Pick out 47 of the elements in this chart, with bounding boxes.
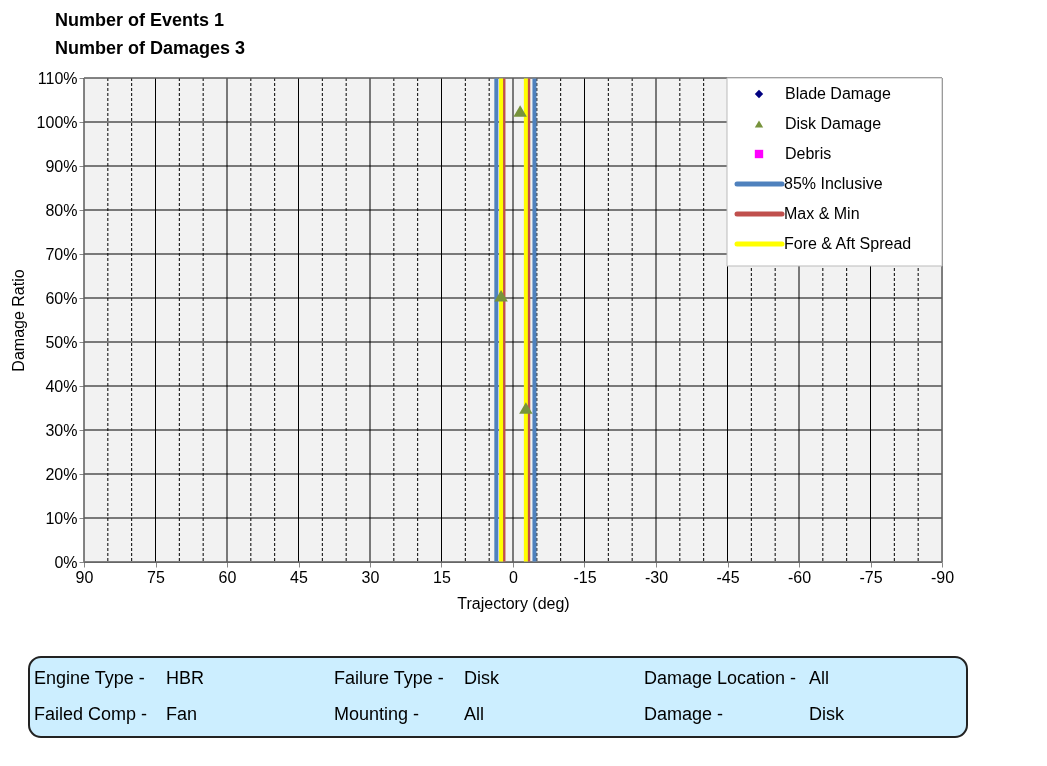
x-tick-label: -15 xyxy=(573,568,597,586)
text: Damage - xyxy=(644,704,724,724)
legend-label: Debris xyxy=(785,145,832,162)
x-tick-label: -90 xyxy=(930,568,955,586)
y-tick-label: 80% xyxy=(45,201,78,219)
x-tick-label: -60 xyxy=(787,568,812,586)
legend-label: Disk Damage xyxy=(785,115,882,132)
text: All xyxy=(809,668,830,688)
x-tick-label: -45 xyxy=(716,568,740,586)
y-tick-label: 60% xyxy=(45,289,78,307)
y-tick-label: 110% xyxy=(37,69,78,87)
x-tick-label: -75 xyxy=(859,568,883,586)
x-tick-label: -30 xyxy=(644,568,669,586)
text: Engine Type - xyxy=(34,668,145,688)
legend-label: Blade Damage xyxy=(785,85,891,102)
x-tick-label: 75 xyxy=(147,568,165,586)
x-tick-label: 15 xyxy=(433,568,451,586)
text: Damage Location - xyxy=(644,668,797,688)
y-tick-label: 20% xyxy=(45,465,78,483)
text: Failed Comp - xyxy=(34,704,148,724)
legend-label: Max & Min xyxy=(784,205,860,222)
x-tick-label: 45 xyxy=(290,568,308,586)
legend-label: Fore & Aft Spread xyxy=(784,235,912,252)
text: Disk xyxy=(464,668,500,688)
x-tick-label: 30 xyxy=(361,568,380,586)
x-tick-label: 60 xyxy=(218,568,237,586)
y-axis-title: Damage Ratio xyxy=(9,269,27,372)
chart-title: Number of Events 1 xyxy=(55,10,225,30)
chart-subtitle: Number of Damages 3 xyxy=(55,38,246,58)
text: All xyxy=(464,704,485,724)
y-tick-label: 40% xyxy=(45,377,78,395)
y-tick-label: 0% xyxy=(54,553,78,571)
x-axis-title: Trajectory (deg) xyxy=(457,594,570,612)
y-tick-label: 50% xyxy=(45,333,78,351)
text: HBR xyxy=(166,668,205,688)
y-tick-label: 100% xyxy=(36,113,78,131)
text: Mounting - xyxy=(334,704,420,724)
y-tick-label: 90% xyxy=(45,157,78,175)
text: Fan xyxy=(166,704,198,724)
y-tick-label: 30% xyxy=(45,421,78,439)
y-tick-label: 10% xyxy=(45,509,78,527)
x-tick-label: 0 xyxy=(509,568,519,586)
text: Failure Type - xyxy=(334,668,444,688)
y-tick-label: 70% xyxy=(45,245,78,263)
text: Disk xyxy=(809,704,845,724)
legend-label: 85% Inclusive xyxy=(784,175,883,192)
x-tick-label: 90 xyxy=(75,568,94,586)
